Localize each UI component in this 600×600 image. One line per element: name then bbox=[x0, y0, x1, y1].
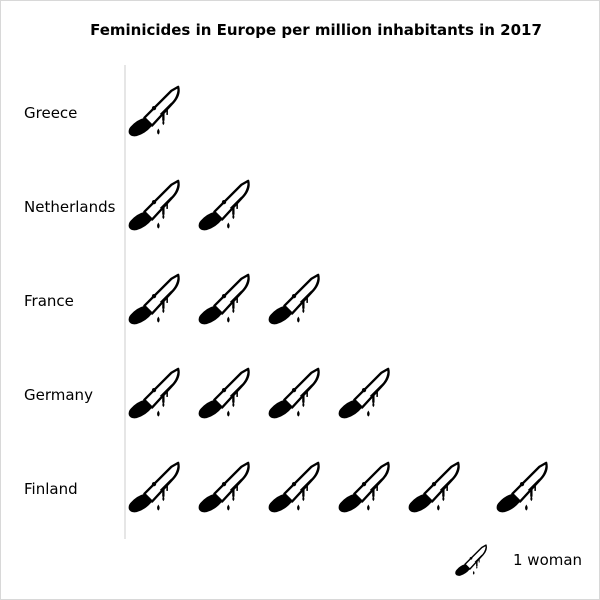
bloody-knife-icon bbox=[337, 461, 390, 514]
bloody-knife-icon bbox=[267, 367, 320, 420]
bloody-knife-icon bbox=[407, 461, 460, 514]
bloody-knife-icon bbox=[127, 85, 180, 138]
bloody-knife-icon bbox=[197, 367, 250, 420]
bloody-knife-icon bbox=[495, 461, 548, 514]
bloody-knife-icon bbox=[127, 367, 180, 420]
category-label: France bbox=[24, 292, 74, 310]
bloody-knife-icon bbox=[127, 461, 180, 514]
bloody-knife-icon bbox=[197, 179, 250, 232]
legend-label: 1 woman bbox=[513, 551, 583, 569]
bloody-knife-icon bbox=[337, 367, 390, 420]
category-label: Netherlands bbox=[24, 198, 116, 216]
category-label: Germany bbox=[24, 386, 93, 404]
category-label: Finland bbox=[24, 480, 78, 498]
chart-title: Feminicides in Europe per million inhabi… bbox=[90, 21, 542, 39]
bloody-knife-icon bbox=[267, 461, 320, 514]
bloody-knife-icon bbox=[127, 273, 180, 326]
bloody-knife-icon bbox=[127, 179, 180, 232]
bloody-knife-icon bbox=[197, 461, 250, 514]
category-label: Greece bbox=[24, 104, 77, 122]
bloody-knife-icon bbox=[197, 273, 250, 326]
bloody-knife-icon bbox=[267, 273, 320, 326]
legend-knife-icon bbox=[454, 544, 488, 577]
